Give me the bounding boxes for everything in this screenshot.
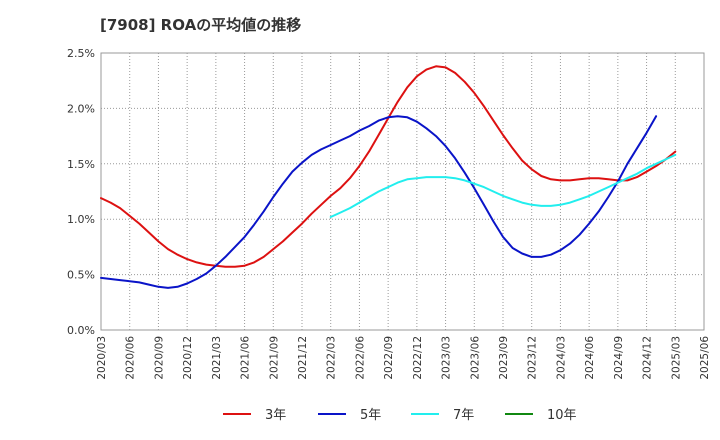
series-line-5年 bbox=[100, 115, 658, 289]
y-tick-label: 2.0% bbox=[67, 102, 95, 115]
x-tick-label: 2021/03 bbox=[211, 336, 223, 380]
x-tick-label: 2021/12 bbox=[297, 336, 309, 380]
x-tick-label: 2025/03 bbox=[670, 336, 682, 380]
x-tick-label: 2022/03 bbox=[326, 336, 338, 380]
x-tick-label: 2021/06 bbox=[240, 336, 252, 380]
x-tick-label: 2022/09 bbox=[383, 336, 395, 380]
x-tick-label: 2020/12 bbox=[182, 336, 194, 380]
plot-area bbox=[100, 52, 705, 331]
y-tick-label: 0.5% bbox=[67, 269, 95, 282]
x-tick-label: 2021/09 bbox=[268, 336, 280, 380]
legend-label-3年: 3年 bbox=[265, 408, 286, 423]
legend-label-7年: 7年 bbox=[453, 408, 474, 423]
series-line-7年 bbox=[329, 153, 677, 218]
legend: 3年 5年 7年 10年 bbox=[223, 408, 577, 423]
y-axis-ticks: 0.0% 0.5% 1.0% 1.5% 2.0% 2.5% bbox=[67, 47, 95, 337]
y-tick-label: 1.5% bbox=[67, 158, 95, 171]
x-tick-label: 2020/03 bbox=[96, 336, 108, 380]
y-tick-label: 0.0% bbox=[67, 324, 95, 337]
x-tick-label: 2025/06 bbox=[699, 336, 711, 380]
x-tick-label: 2024/09 bbox=[613, 336, 625, 380]
grid-layer bbox=[101, 53, 704, 330]
chart-title: [7908] ROAの平均値の推移 bbox=[100, 16, 302, 34]
y-tick-label: 2.5% bbox=[67, 47, 95, 60]
x-tick-label: 2020/09 bbox=[153, 336, 165, 380]
x-tick-label: 2022/12 bbox=[412, 336, 424, 380]
x-tick-label: 2024/03 bbox=[555, 336, 567, 380]
x-tick-label: 2023/09 bbox=[498, 336, 510, 380]
series-line-3年 bbox=[100, 65, 677, 268]
x-axis-ticks: 2020/03 2020/06 2020/09 2020/12 2021/03 2021/… bbox=[96, 336, 711, 380]
x-tick-label: 2023/06 bbox=[469, 336, 481, 380]
y-tick-label: 1.0% bbox=[67, 213, 95, 226]
x-tick-label: 2023/03 bbox=[441, 336, 453, 380]
x-tick-label: 2024/12 bbox=[642, 336, 654, 380]
x-tick-label: 2023/12 bbox=[527, 336, 539, 380]
x-tick-label: 2024/06 bbox=[584, 336, 596, 380]
x-tick-label: 2022/06 bbox=[354, 336, 366, 380]
legend-label-10年: 10年 bbox=[547, 408, 577, 423]
series-layer bbox=[100, 65, 677, 289]
legend-label-5年: 5年 bbox=[360, 408, 381, 423]
x-tick-label: 2020/06 bbox=[125, 336, 137, 380]
